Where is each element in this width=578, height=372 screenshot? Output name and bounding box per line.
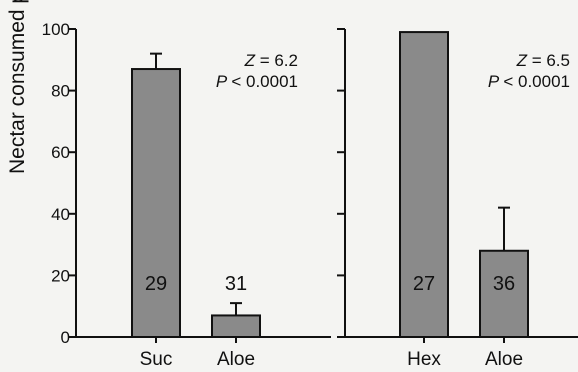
x-tick-label-hex: Hex bbox=[407, 349, 441, 370]
sample-size-label: 36 bbox=[493, 273, 515, 295]
p-value: P < 0.0001 bbox=[216, 72, 298, 91]
y-tick-label-0: 0 bbox=[61, 328, 70, 347]
sample-size-label: 31 bbox=[225, 273, 247, 295]
y-tick-label-100: 100 bbox=[42, 20, 70, 39]
y-tick-label-80: 80 bbox=[51, 82, 70, 101]
bar-aloe bbox=[211, 314, 261, 339]
sample-size-label: 29 bbox=[145, 273, 167, 295]
bar-aloe bbox=[479, 249, 529, 338]
bar-suc bbox=[131, 68, 181, 338]
sample-size-label: 27 bbox=[413, 273, 435, 295]
y-tick-label-20: 20 bbox=[51, 266, 70, 285]
y-tick-label-40: 40 bbox=[51, 205, 70, 224]
y-tick-label-60: 60 bbox=[51, 143, 70, 162]
z-statistic: Z = 6.2 bbox=[244, 51, 298, 70]
bar-hex bbox=[399, 31, 449, 339]
x-tick-label-suc: Suc bbox=[140, 349, 173, 370]
x-tick-label-aloe: Aloe bbox=[485, 349, 523, 370]
z-statistic: Z = 6.5 bbox=[516, 51, 570, 70]
p-value: P < 0.0001 bbox=[488, 72, 570, 91]
x-tick-label-aloe: Aloe bbox=[217, 349, 255, 370]
